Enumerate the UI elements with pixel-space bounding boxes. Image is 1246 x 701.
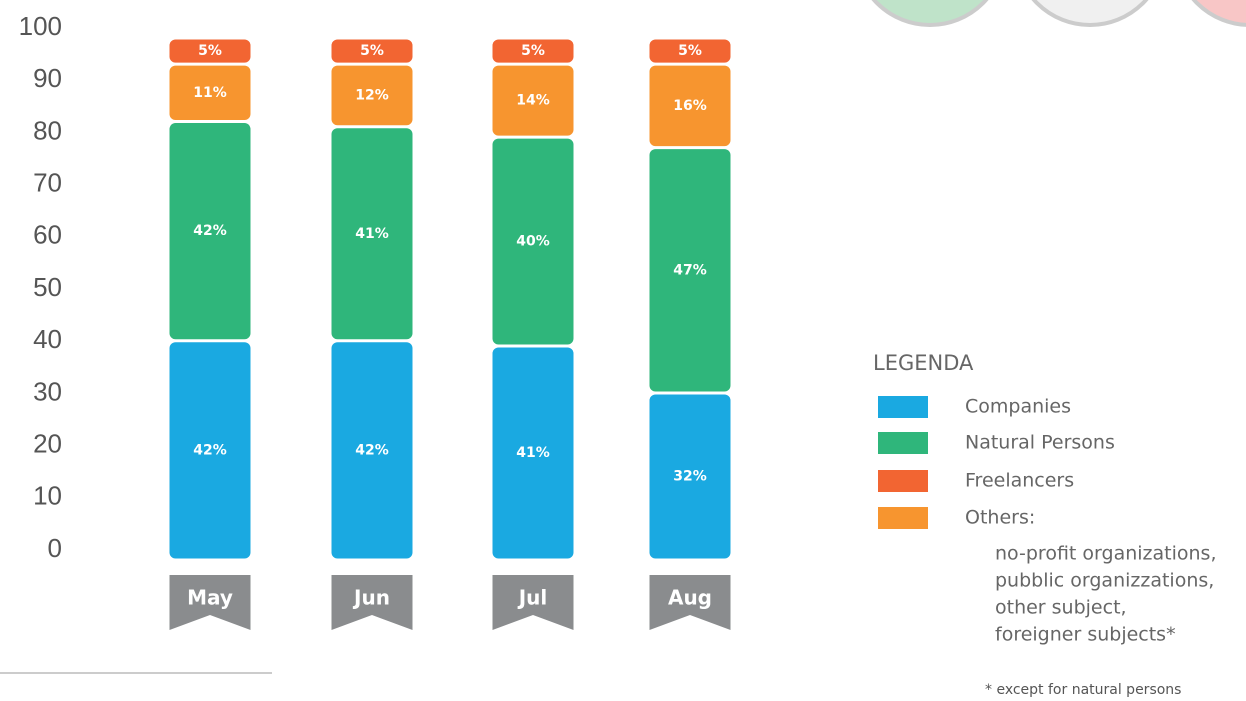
bar-segment: [169, 65, 251, 121]
y-tick-label: 80: [33, 115, 62, 145]
bar-segment: [649, 394, 731, 559]
x-tick-label: Jun: [352, 586, 390, 610]
x-tick-label: May: [187, 586, 233, 610]
legend-title: LEGENDA: [873, 351, 974, 375]
bar-segment: [649, 149, 731, 392]
data-label: 40%: [516, 234, 550, 250]
bar-segment: [169, 342, 251, 559]
bar-segment: [331, 128, 413, 340]
bar-segment: [331, 342, 413, 559]
x-tick-label: Aug: [668, 586, 712, 610]
legend-label: Natural Persons: [965, 432, 1115, 454]
legend-note: no-profit organizations,: [995, 543, 1217, 565]
legend-note: pubblic organizzations,: [995, 570, 1214, 592]
legend-label: Others:: [965, 507, 1035, 529]
decor-circle: [1031, 0, 1149, 27]
data-label: 5%: [521, 43, 545, 59]
legend-note: foreigner subjects*: [995, 624, 1176, 646]
y-tick-label: 10: [33, 481, 62, 511]
data-label: 47%: [673, 262, 707, 278]
data-label: 5%: [360, 43, 384, 59]
y-tick-label: 50: [33, 272, 62, 302]
data-label: 5%: [678, 43, 702, 59]
data-label: 42%: [193, 223, 227, 239]
bar-segment: [331, 65, 413, 126]
x-tick-label: Jul: [517, 586, 548, 610]
y-tick-label: 90: [33, 63, 62, 93]
y-tick-label: 0: [48, 533, 62, 563]
data-label: 5%: [198, 43, 222, 59]
legend-label: Freelancers: [965, 470, 1074, 492]
bar-segment: [492, 65, 574, 136]
data-label: 12%: [355, 87, 389, 103]
bar-segment: [331, 39, 413, 63]
bar-segment: [169, 123, 251, 340]
legend-swatch: [878, 507, 928, 529]
x-label-ribbon: [169, 575, 251, 630]
y-tick-label: 30: [33, 376, 62, 406]
data-label: 14%: [516, 93, 550, 109]
legend-swatch: [878, 432, 928, 454]
bar-segment: [492, 347, 574, 559]
y-tick-label: 20: [33, 428, 62, 458]
data-label: 32%: [673, 468, 707, 484]
bar-segment: [169, 39, 251, 63]
data-label: 16%: [673, 98, 707, 114]
data-label: 41%: [355, 226, 389, 242]
bar-segment: [492, 138, 574, 345]
legend-swatch: [878, 396, 928, 418]
y-tick-label: 40: [33, 324, 62, 354]
x-label-ribbon: [649, 575, 731, 630]
legend-note: other subject,: [995, 597, 1127, 619]
data-label: 41%: [516, 445, 550, 461]
footnote: * except for natural persons: [985, 682, 1181, 698]
data-label: 42%: [355, 442, 389, 458]
decor-circle: [871, 0, 989, 27]
y-tick-label: 60: [33, 220, 62, 250]
y-tick-label: 100: [19, 11, 62, 41]
x-label-ribbon: [331, 575, 413, 630]
bar-segment: [649, 39, 731, 63]
y-tick-label: 70: [33, 167, 62, 197]
legend-label: Companies: [965, 396, 1071, 418]
bar-segment: [649, 65, 731, 147]
legend-swatch: [878, 470, 928, 492]
data-label: 11%: [193, 85, 227, 101]
bar-segment: [492, 39, 574, 63]
decor-circle: [1191, 0, 1246, 27]
data-label: 42%: [193, 442, 227, 458]
x-label-ribbon: [492, 575, 574, 630]
